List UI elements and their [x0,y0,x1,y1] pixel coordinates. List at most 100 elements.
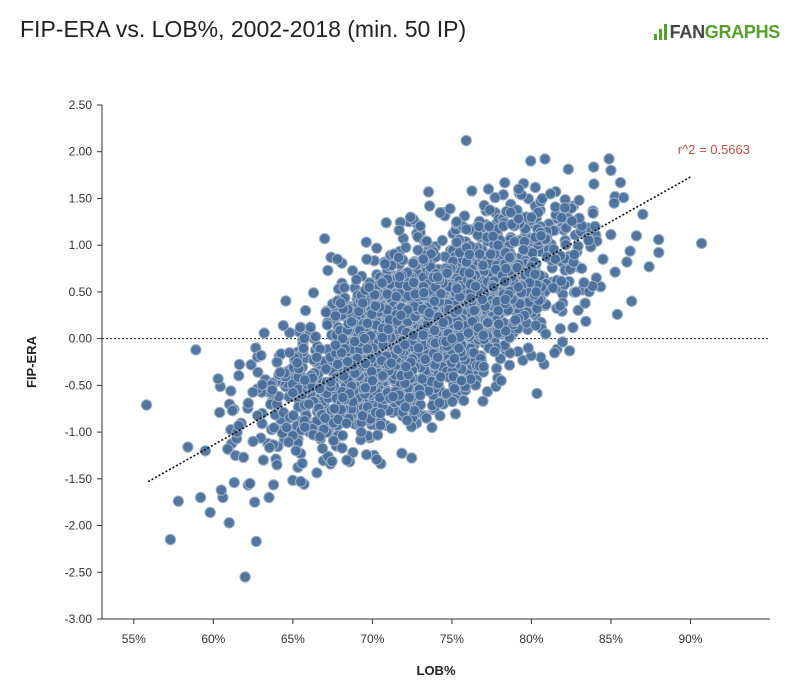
data-point [283,346,296,359]
data-point [311,351,323,364]
data-point [530,286,542,298]
data-point [512,213,525,225]
data-point [490,362,503,375]
data-point [484,204,496,216]
data-point [487,230,499,242]
data-point [423,200,436,212]
data-point [416,373,428,385]
y-tick-label: -1.00 [65,425,93,439]
data-point [291,357,303,369]
chart-title: FIP-ERA vs. LOB%, 2002-2018 (min. 50 IP) [20,16,467,42]
data-point [407,329,419,341]
data-point [268,422,280,434]
data-point [242,397,255,409]
data-point [434,410,446,422]
data-point [433,397,446,409]
data-point [488,345,501,358]
data-point [287,387,299,399]
data-point [421,235,433,248]
data-point [318,232,331,245]
data-point [483,220,495,233]
data-point [572,304,584,316]
y-tick-label: -3.00 [65,612,93,626]
data-point [304,321,317,333]
y-tick-label: 0.00 [69,332,93,346]
data-point [450,216,463,228]
data-point [482,317,494,329]
data-point [434,206,446,219]
data-point [366,374,379,387]
data-point [233,358,246,371]
data-point [570,286,582,298]
data-point [400,241,412,254]
data-point [548,347,561,359]
data-point [446,332,458,345]
data-point [334,297,347,309]
data-point [355,426,367,438]
data-point [449,408,462,420]
logo-text-fan: FAN [669,22,705,42]
data-point [237,451,250,464]
data-point [280,421,293,434]
data-point [643,260,655,273]
y-tick-label: 1.00 [69,238,93,252]
data-point [299,304,312,317]
data-point [559,202,571,214]
data-point [233,370,245,382]
data-point [299,421,311,433]
data-point [621,256,633,268]
data-point [403,392,415,404]
x-tick-label: 75% [440,632,464,646]
data-point [503,359,516,371]
data-point [326,455,338,467]
data-point [460,223,473,235]
data-point [221,443,234,455]
data-point [385,422,398,434]
data-point [452,304,464,316]
data-point [477,329,489,341]
data-point [336,442,348,454]
data-point [225,385,237,397]
data-point [371,453,383,466]
data-point [164,533,177,546]
data-point [476,293,488,306]
y-tick-label: 2.00 [69,145,93,159]
data-point [357,297,369,309]
data-point [499,293,511,306]
data-point [446,395,459,408]
data-point [336,332,349,345]
data-point [395,309,407,321]
chart-axes: 2.50 2.00 1.50 1.00 0.50 0.00 -0.50 -1.00 -1.50 -… [24,98,770,678]
data-point [320,306,332,319]
data-point [361,343,374,355]
data-point [530,319,542,332]
data-point [226,404,239,417]
data-point [296,457,308,470]
data-point [582,234,595,247]
y-tick-label: -2.00 [65,519,93,533]
data-point [356,410,369,422]
data-point [435,371,447,383]
data-point [473,220,485,233]
data-point [580,315,592,328]
data-point [531,387,543,400]
data-point [611,308,624,321]
data-point [404,211,417,223]
data-point [534,351,547,364]
data-point [535,230,547,242]
data-point [529,181,542,194]
data-point [568,248,581,261]
data-point [371,242,383,254]
data-point [298,332,311,345]
data-point [297,342,310,354]
data-point [374,407,387,420]
data-point [376,331,389,344]
data-points [140,134,708,583]
data-point [294,321,307,334]
data-point [399,338,411,351]
data-point [428,295,441,307]
x-tick-label: 90% [678,632,702,646]
fangraphs-logo: FANGRAPHS [653,22,780,43]
data-point [452,319,464,332]
data-point [393,224,405,236]
